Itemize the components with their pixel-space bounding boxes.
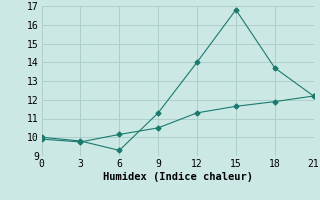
X-axis label: Humidex (Indice chaleur): Humidex (Indice chaleur) bbox=[103, 172, 252, 182]
